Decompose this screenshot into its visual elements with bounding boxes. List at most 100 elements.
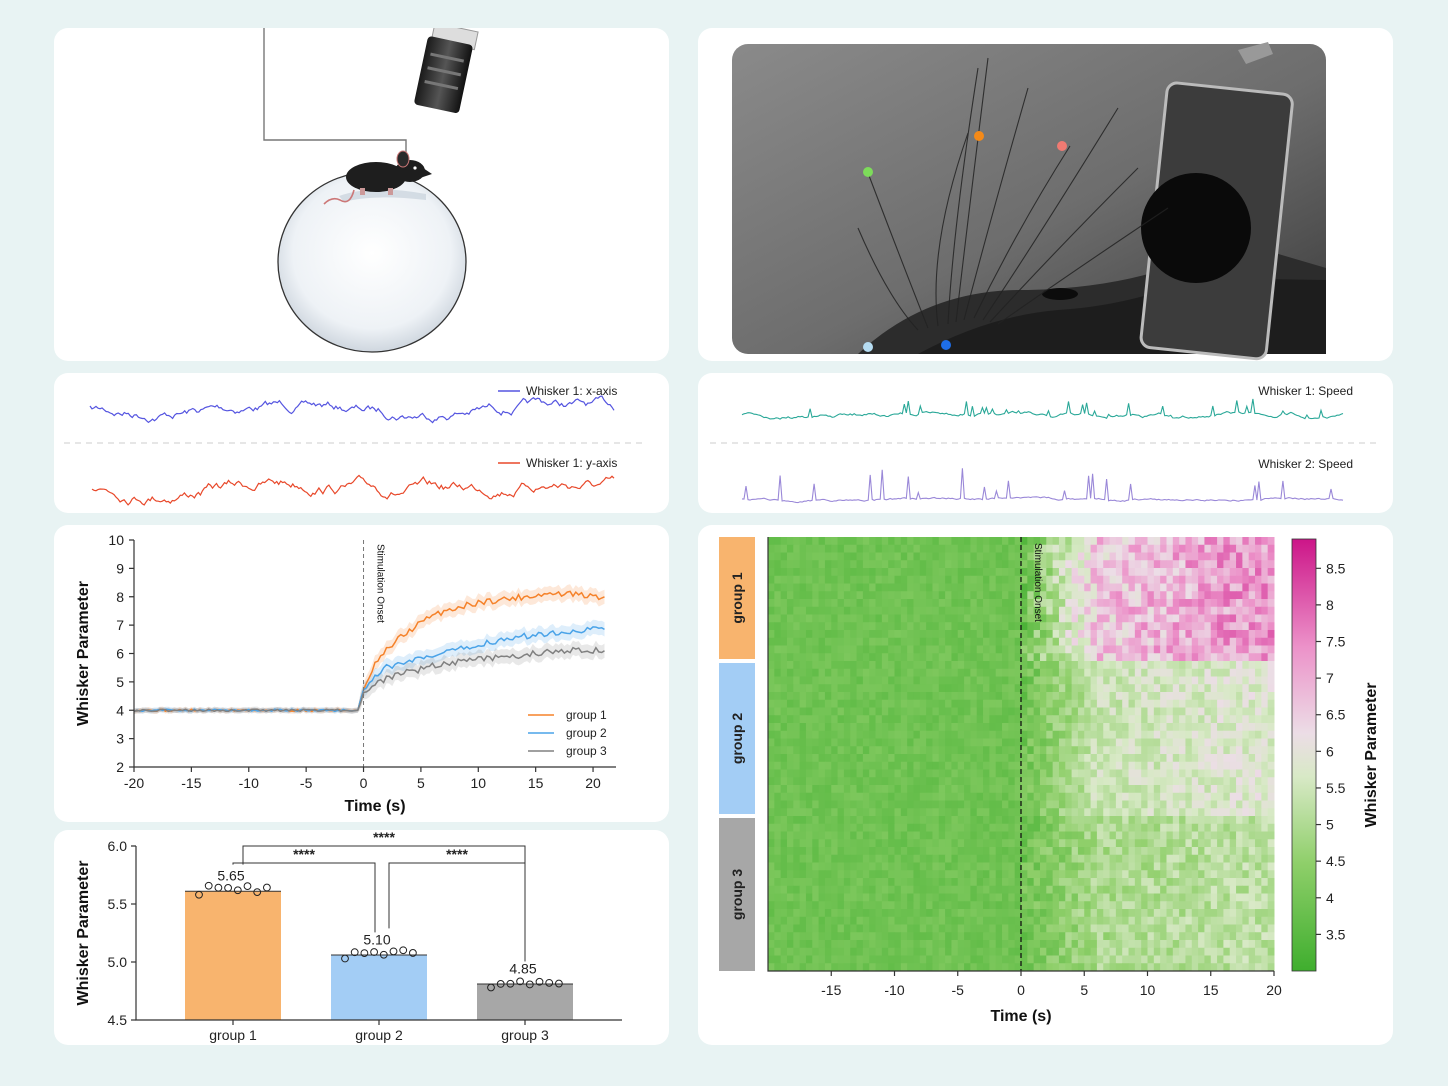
bar-datapoint — [506, 979, 515, 988]
bar-datapoint — [195, 890, 203, 899]
line-xtick: -15 — [181, 775, 201, 791]
heatmap-onset-label: Stimulation Onset — [1032, 543, 1043, 622]
position-traces-panel: Whisker 1: x-axis Whisker 1: y-axis — [54, 373, 669, 513]
whisker2-speed-trace — [741, 468, 1344, 504]
bar-3 — [477, 984, 573, 1020]
line-xtick: -20 — [124, 775, 144, 791]
bar-datapoint — [253, 888, 262, 897]
significance-bracket — [242, 845, 526, 962]
bar-datapoint — [525, 980, 534, 989]
tracking-panel — [698, 28, 1393, 361]
colorbar-tick: 3.5 — [1326, 926, 1346, 942]
bar-value-label: 4.85 — [509, 960, 536, 976]
colorbar-tick: 8.5 — [1326, 560, 1346, 576]
bar-datapoint — [399, 946, 408, 955]
colorbar-tick: 5.5 — [1326, 780, 1346, 796]
legend-label-3: group 3 — [566, 744, 607, 758]
heatmap-xtick: -10 — [884, 982, 904, 998]
bar-1 — [185, 891, 281, 1020]
bar-datapoint — [487, 983, 495, 992]
line-x-axis-label: Time (s) — [344, 798, 405, 815]
treadmill-ball — [277, 171, 467, 353]
line-band-1 — [134, 584, 605, 714]
line-ytick: 3 — [116, 731, 124, 747]
stimulation-onset-label: Stimulation Onset — [375, 544, 386, 623]
line-chart-panel: Stimulation Onset -20 -15 -10 -5 0 5 10 15 20 2 3… — [54, 525, 669, 822]
bar-ytick: 4.5 — [108, 1012, 128, 1028]
colorbar-tick: 8 — [1326, 597, 1334, 613]
significance-bracket — [232, 862, 376, 933]
bar-chart: 5.65 5.10 4.85 **** **** **** 4.5 5.0 5.5 6.0 g… — [75, 830, 622, 1043]
bar-chart-panel: 5.65 5.10 4.85 **** **** **** 4.5 5.0 5.5 6.0 g… — [54, 830, 669, 1045]
line-ytick: 10 — [108, 532, 124, 548]
line-ytick: 9 — [116, 560, 124, 576]
line-ytick: 8 — [116, 589, 124, 605]
whisker1-speed-trace — [741, 398, 1344, 420]
whisker-x-trace — [89, 395, 615, 424]
heatmap-group-label: group 3 — [729, 869, 745, 921]
heatmap-xtick: 0 — [1017, 982, 1025, 998]
significance-label: **** — [373, 830, 395, 845]
heatmap-group-label: group 1 — [729, 572, 745, 624]
line-xtick: 15 — [528, 775, 544, 791]
bar-datapoint — [545, 978, 554, 987]
line-xtick: -5 — [300, 775, 313, 791]
heatmap-group-bar-3 — [719, 818, 755, 971]
bar-datapoint — [341, 954, 349, 963]
colorbar — [1291, 538, 1317, 972]
rig-frame — [263, 28, 407, 158]
heatmap-panel: group 1 group 2 group 3 Stimulation Onset … — [698, 525, 1393, 1045]
bar-value-label: 5.65 — [217, 868, 244, 884]
bar-datapoint — [263, 883, 271, 892]
position-traces: Whisker 1: x-axis Whisker 1: y-axis — [64, 384, 646, 506]
line-band-2 — [134, 619, 605, 714]
whisker-y-trace — [91, 474, 615, 506]
bar-datapoint — [555, 979, 563, 988]
heatmap-axes — [767, 537, 1274, 972]
bar-datapoint — [370, 948, 379, 956]
heatmap-xtick: 20 — [1266, 982, 1282, 998]
mouse-icon — [323, 150, 432, 205]
bar-datapoint — [233, 886, 242, 895]
speed-traces: Whisker 1: Speed Whisker 2: Speed — [710, 384, 1376, 504]
bar-datapoint — [409, 949, 417, 957]
bar-ytick: 5.5 — [108, 896, 128, 912]
bar-datapoint — [214, 883, 223, 892]
colorbar-tick: 5 — [1326, 817, 1334, 833]
bar-category-label: group 1 — [209, 1027, 257, 1043]
significance-label: **** — [446, 846, 468, 862]
line-ytick: 4 — [116, 702, 124, 718]
bar-datapoint — [516, 977, 525, 986]
bar-datapoint — [389, 947, 398, 956]
colorbar-tick: 4.5 — [1326, 853, 1346, 869]
bar-category-label: group 2 — [355, 1027, 403, 1043]
colorbar-tick: 4 — [1326, 890, 1334, 906]
bar-datapoint — [535, 977, 544, 986]
bar-2 — [331, 955, 427, 1020]
bar-datapoint — [379, 950, 388, 959]
heatmap-xtick: 5 — [1080, 982, 1088, 998]
line-xtick: 10 — [470, 775, 486, 791]
significance-bracket — [388, 862, 526, 962]
heatmap-xtick: -5 — [952, 982, 965, 998]
heatmap-xtick: 10 — [1140, 982, 1156, 998]
bar-y-axis-label: Whisker Parameter — [75, 861, 92, 1006]
colorbar-tick: 6.5 — [1326, 707, 1346, 723]
heatmap-group-bar-1 — [719, 537, 755, 659]
line-ytick: 7 — [116, 617, 124, 633]
setup-illustration — [263, 28, 479, 353]
line-ytick: 6 — [116, 646, 124, 662]
line-chart: Stimulation Onset -20 -15 -10 -5 0 5 10 15 20 2 3… — [75, 532, 616, 815]
speed1-label: Whisker 1: Speed — [1258, 384, 1353, 398]
speed-traces-panel: Whisker 1: Speed Whisker 2: Speed — [698, 373, 1393, 513]
bar-datapoint — [243, 882, 252, 891]
line-xtick: 0 — [360, 775, 368, 791]
line-ytick: 2 — [116, 759, 124, 775]
bar-datapoint — [204, 881, 213, 890]
colorbar-tick: 7 — [1326, 670, 1334, 686]
line-xtick: 20 — [585, 775, 601, 791]
legend-label-1: group 1 — [566, 708, 607, 722]
heatmap-cells — [768, 537, 1275, 972]
heatmap-group-label: group 2 — [729, 713, 745, 765]
